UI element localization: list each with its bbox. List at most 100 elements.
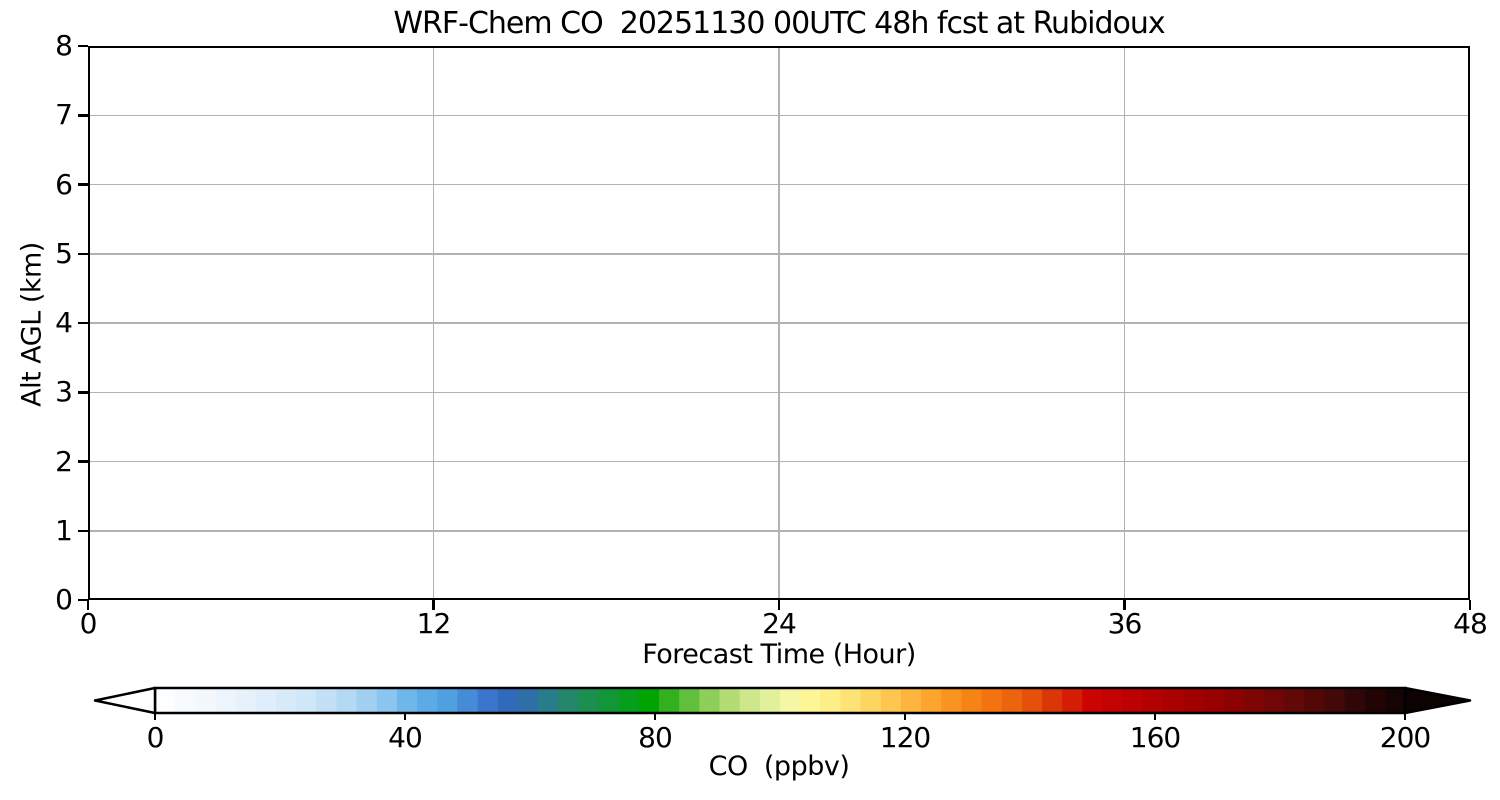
colorbar-tick-label: 80	[638, 721, 673, 754]
colorbar-segment	[477, 688, 499, 713]
colorbar-tick-label: 120	[879, 721, 931, 754]
colorbar-segment	[1142, 688, 1164, 713]
x-tick	[86, 600, 90, 610]
colorbar-segment	[376, 688, 398, 713]
x-tick	[1468, 600, 1472, 610]
y-tick	[78, 183, 88, 186]
colorbar-segment	[255, 688, 277, 713]
y-tick-label: 1	[55, 513, 73, 547]
x-tick-label: 12	[416, 607, 452, 640]
colorbar-segment	[1263, 688, 1285, 713]
colorbar-segment	[941, 688, 963, 713]
colorbar-segment	[558, 688, 579, 713]
colorbar-segment	[1183, 688, 1204, 713]
colorbar-segment	[578, 688, 600, 713]
colorbar-segment	[1324, 688, 1346, 713]
colorbar-segment	[1223, 688, 1245, 713]
chart-title: WRF-Chem CO 20251130 00UTC 48h fcst at R…	[393, 6, 1165, 41]
y-tick-label: 4	[55, 306, 73, 339]
colorbar-segment	[900, 688, 922, 713]
colorbar-segment	[296, 688, 317, 713]
colorbar-segment	[1304, 688, 1325, 713]
colorbar-segment	[175, 688, 196, 713]
colorbar-segment	[1042, 688, 1063, 713]
y-tick-label: 8	[55, 29, 73, 62]
colorbar-segment	[780, 688, 801, 713]
colorbar-segment	[1122, 688, 1144, 713]
colorbar-segment	[1344, 688, 1366, 713]
y-tick-label: 0	[55, 583, 73, 616]
x-tick-label: 36	[1107, 607, 1143, 640]
colorbar-segment	[981, 688, 1003, 713]
colorbar-segment	[800, 688, 821, 713]
colorbar-segment	[275, 688, 297, 713]
y-tick	[78, 598, 88, 602]
colorbar-segment	[1102, 688, 1124, 713]
colorbar-segment	[1364, 688, 1386, 713]
colorbar-segment	[356, 688, 378, 713]
x-tick	[432, 600, 435, 610]
colorbar-tick-label: 160	[1129, 721, 1181, 754]
colorbar-segment	[1203, 688, 1225, 713]
colorbar-segment	[840, 688, 862, 713]
colorbar-segment	[1021, 688, 1043, 713]
grid-line-vertical	[1123, 46, 1126, 600]
colorbar-segment	[759, 688, 781, 713]
colorbar-segment	[517, 688, 539, 713]
colorbar-segment	[457, 688, 479, 713]
colorbar-segment	[921, 688, 942, 713]
colorbar-segment	[497, 688, 519, 713]
colorbar-segment	[215, 688, 237, 713]
colorbar-segment	[316, 688, 338, 713]
colorbar-segment	[538, 688, 559, 713]
colorbar-segment	[1284, 688, 1305, 713]
colorbar-segment	[598, 688, 620, 713]
x-tick	[777, 600, 781, 610]
colorbar-segment	[235, 688, 257, 713]
y-tick	[78, 114, 88, 117]
y-tick-label: 5	[55, 236, 73, 270]
colorbar-segment	[336, 688, 358, 713]
grid-line-vertical	[778, 46, 780, 600]
colorbar-tick-label: 0	[146, 721, 165, 754]
colorbar-segment	[638, 688, 660, 713]
colorbar-segment	[1243, 688, 1265, 713]
colorbar-segment	[195, 688, 217, 713]
colorbar-segment	[820, 688, 842, 713]
colorbar-label: CO (ppbv)	[708, 751, 850, 782]
colorbar-segment	[699, 688, 721, 713]
colorbar-segment	[739, 688, 761, 713]
colorbar-segment	[679, 688, 700, 713]
x-tick-label: 0	[79, 607, 98, 640]
colorbar-segment	[1082, 688, 1104, 713]
colorbar-segment	[396, 688, 418, 713]
x-tick-label: 48	[1453, 607, 1488, 640]
x-tick	[1123, 600, 1126, 610]
colorbar-segment	[1001, 688, 1023, 713]
colorbar-segment	[719, 688, 741, 713]
y-tick	[78, 391, 88, 394]
y-tick	[78, 321, 88, 325]
y-tick	[78, 44, 88, 48]
colorbar-segment	[437, 688, 459, 713]
y-tick-label: 3	[55, 375, 73, 409]
colorbar	[93, 686, 1472, 720]
colorbar-segment	[860, 688, 882, 713]
x-axis-label: Forecast Time (Hour)	[642, 639, 916, 670]
colorbar-segment	[1163, 688, 1184, 713]
y-tick	[78, 460, 88, 463]
colorbar-segment	[880, 688, 902, 713]
x-tick-label: 24	[762, 607, 797, 640]
colorbar-extend-min-arrow	[93, 686, 157, 715]
colorbar-tick-label: 40	[388, 721, 423, 754]
y-tick-label: 6	[55, 167, 73, 201]
colorbar-segment	[1384, 688, 1406, 713]
colorbar-segment	[961, 688, 983, 713]
y-tick-label: 2	[55, 444, 73, 478]
colorbar-segment	[417, 688, 438, 713]
colorbar-segment	[155, 688, 176, 713]
colorbar-extend-max-arrow	[1403, 686, 1472, 715]
colorbar-segment	[1062, 688, 1084, 713]
colorbar-segment	[618, 688, 640, 713]
